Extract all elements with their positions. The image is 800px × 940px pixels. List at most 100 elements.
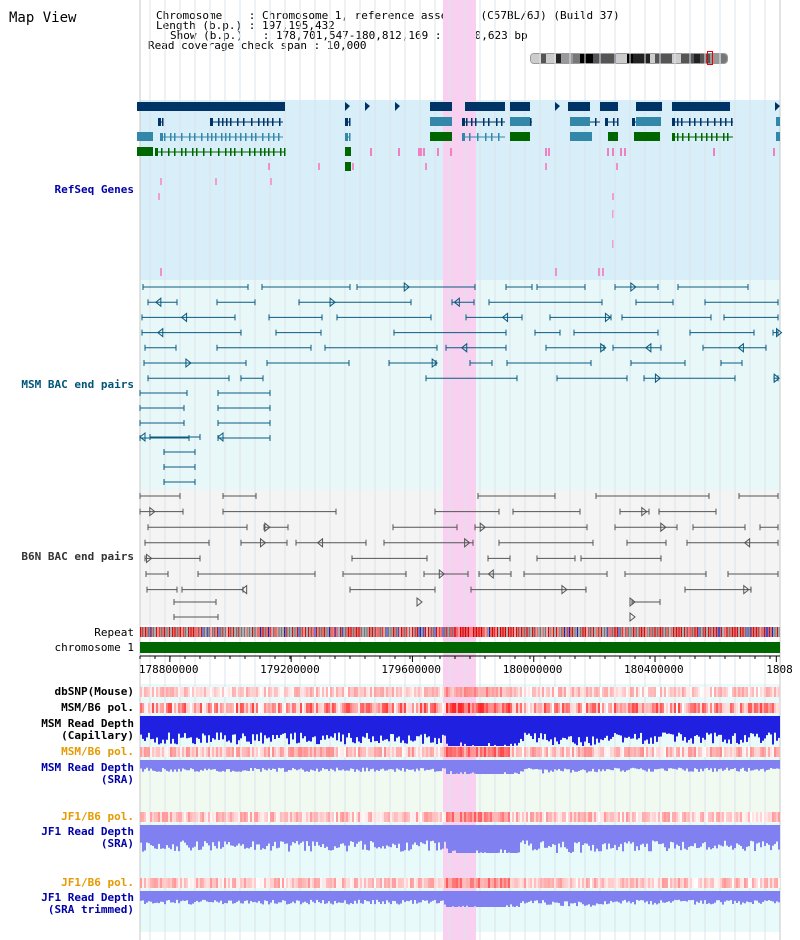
refseq-gene[interactable] — [608, 132, 618, 141]
polymorphism-density — [686, 747, 688, 757]
refseq-gene[interactable] — [636, 117, 661, 126]
repeat-element — [631, 627, 633, 637]
read-depth-bar — [594, 891, 596, 906]
refseq-gene[interactable] — [345, 147, 351, 156]
refseq-gene[interactable] — [570, 117, 590, 126]
track-label-jf1pol2[interactable]: JF1/B6 pol. — [61, 877, 134, 889]
read-depth-bar — [168, 891, 170, 900]
repeat-element — [770, 627, 772, 637]
refseq-gene[interactable] — [465, 102, 505, 111]
repeat-element — [624, 627, 626, 637]
track-label-b6n[interactable]: B6N BAC end pairs — [21, 551, 134, 563]
read-depth-bar — [460, 716, 462, 743]
track-label-chrom[interactable]: chromosome 1 — [55, 642, 134, 654]
read-depth-bar — [146, 891, 148, 903]
bac-end-arrow-icon — [604, 312, 612, 323]
read-depth-bar — [698, 716, 700, 737]
read-depth-bar — [306, 891, 308, 903]
polymorphism-density — [410, 878, 412, 888]
track-label-dbsnp[interactable]: dbSNP(Mouse) — [55, 686, 134, 698]
polymorphism-density — [384, 747, 386, 757]
track-label-msmpol1[interactable]: MSM/B6 pol. — [61, 702, 134, 714]
read-depth-bar — [428, 825, 430, 851]
dbsnp-density — [492, 687, 494, 697]
repeat-element — [322, 627, 324, 637]
read-depth-bar — [360, 825, 362, 841]
refseq-gene[interactable] — [510, 132, 530, 141]
track-label-msm[interactable]: MSM BAC end pairs — [21, 379, 134, 391]
chromosome-bar[interactable] — [140, 642, 780, 653]
polymorphism-density — [756, 878, 758, 888]
read-depth-bar — [482, 825, 484, 853]
refseq-gene[interactable] — [634, 132, 660, 141]
refseq-gene[interactable] — [345, 162, 351, 171]
polymorphism-density — [280, 747, 282, 757]
track-label-refseq[interactable]: RefSeq Genes — [55, 184, 134, 196]
polymorphism-density — [328, 703, 330, 713]
refseq-exon — [203, 148, 205, 156]
dbsnp-density — [176, 687, 178, 697]
track-label-msmdepth1[interactable]: MSM Read Depth (Capillary) — [41, 718, 134, 742]
read-depth-bar — [492, 760, 494, 774]
read-depth-bar — [158, 760, 160, 772]
read-depth-bar — [564, 825, 566, 848]
read-depth-bar — [458, 825, 460, 853]
chromosome-ideogram[interactable] — [530, 53, 728, 64]
read-depth-bar — [536, 891, 538, 901]
read-depth-bar — [462, 825, 464, 853]
track-label-jf1depth1[interactable]: JF1 Read Depth (SRA) — [41, 826, 134, 850]
refseq-gene[interactable] — [672, 102, 730, 111]
repeat-element — [165, 627, 167, 637]
repeat-element — [340, 627, 342, 637]
refseq-gene[interactable] — [430, 102, 452, 111]
read-depth-bar — [758, 716, 760, 738]
polymorphism-density — [290, 878, 292, 888]
repeat-element — [245, 627, 247, 637]
repeat-element — [466, 627, 468, 637]
repeat-element — [183, 627, 185, 637]
refseq-gene[interactable] — [570, 132, 592, 141]
polymorphism-density — [258, 747, 260, 757]
refseq-gene[interactable] — [600, 102, 618, 111]
read-depth-bar — [158, 716, 160, 745]
refseq-gene[interactable] — [636, 102, 662, 111]
read-depth-bar — [500, 760, 502, 774]
polymorphism-density — [276, 812, 278, 822]
refseq-gene[interactable] — [568, 102, 590, 111]
polymorphism-density — [596, 812, 598, 822]
polymorphism-density — [536, 747, 538, 757]
refseq-gene[interactable] — [430, 132, 452, 141]
read-depth-bar — [734, 891, 736, 901]
track-label-jf1depth2[interactable]: JF1 Read Depth (SRA trimmed) — [41, 892, 134, 916]
refseq-exon — [226, 118, 228, 126]
read-depth-bar — [748, 825, 750, 847]
track-label-msmdepth2[interactable]: MSM Read Depth (SRA) — [41, 762, 134, 786]
polymorphism-density — [170, 747, 172, 757]
polymorphism-density — [244, 812, 246, 822]
repeat-element — [295, 627, 297, 637]
dbsnp-density — [668, 687, 670, 697]
refseq-gene[interactable] — [137, 147, 153, 156]
polymorphism-density — [504, 878, 506, 888]
track-label-repeat[interactable]: Repeat — [94, 627, 134, 639]
refseq-gene[interactable] — [510, 117, 530, 126]
read-depth-bar — [168, 716, 170, 733]
track-label-msmpol2[interactable]: MSM/B6 pol. — [61, 746, 134, 758]
refseq-gene[interactable] — [137, 102, 285, 111]
polymorphism-density — [228, 878, 230, 888]
track-label-jf1pol1[interactable]: JF1/B6 pol. — [61, 811, 134, 823]
refseq-gene[interactable] — [776, 117, 780, 126]
polymorphism-density — [142, 878, 144, 888]
read-depth-bar — [296, 760, 298, 771]
refseq-gene[interactable] — [430, 117, 452, 126]
refseq-gene[interactable] — [776, 132, 780, 141]
refseq-gene[interactable] — [510, 102, 530, 111]
polymorphism-density — [264, 812, 266, 822]
polymorphism-density — [490, 878, 492, 888]
repeat-element — [333, 627, 335, 637]
refseq-gene[interactable] — [137, 132, 153, 141]
polymorphism-density — [446, 703, 448, 713]
polymorphism-density — [174, 878, 176, 888]
